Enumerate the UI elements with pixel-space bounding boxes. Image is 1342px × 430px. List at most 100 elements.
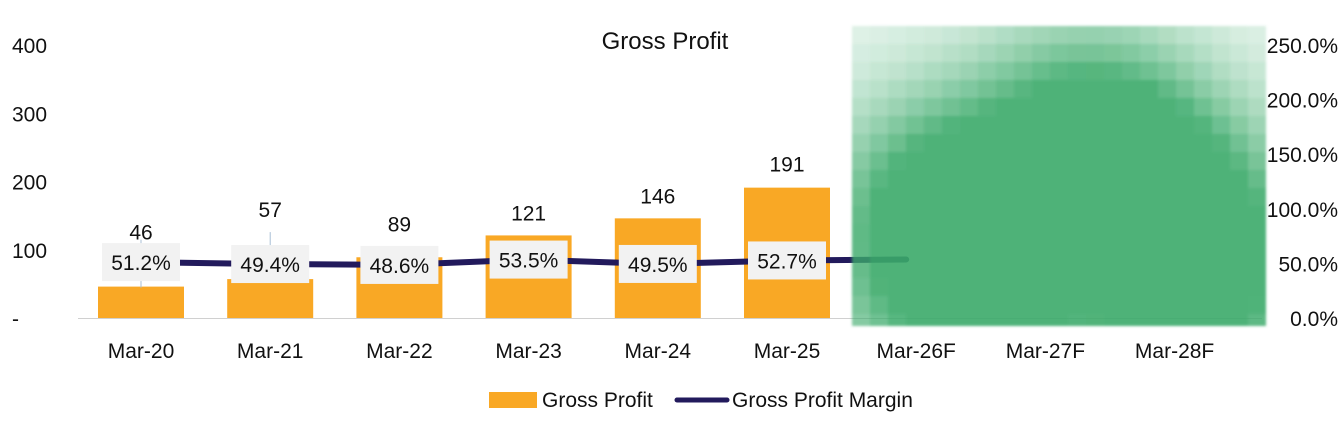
obscure-cell	[1086, 44, 1104, 62]
obscure-cell	[960, 134, 978, 152]
obscure-cell	[870, 62, 888, 80]
legend: Gross Profit Gross Profit Margin	[489, 389, 913, 412]
obscure-cell	[1212, 44, 1230, 62]
obscure-cell	[1248, 206, 1266, 224]
obscure-cell	[1032, 116, 1050, 134]
obscure-cell	[1176, 80, 1194, 98]
obscure-cell	[1176, 26, 1194, 44]
obscure-cell	[960, 26, 978, 44]
obscure-cell	[996, 278, 1014, 296]
obscure-cell	[1212, 314, 1230, 326]
obscure-cell	[1068, 224, 1086, 242]
obscure-cell	[1032, 314, 1050, 326]
obscure-cell	[942, 152, 960, 170]
obscure-cell	[1212, 98, 1230, 116]
obscure-cell	[1104, 152, 1122, 170]
obscure-cell	[1014, 314, 1032, 326]
obscure-cell	[1140, 44, 1158, 62]
obscure-cell	[978, 296, 996, 314]
obscure-cell	[906, 278, 924, 296]
obscure-cell	[1140, 206, 1158, 224]
obscure-cell	[978, 170, 996, 188]
obscure-cell	[978, 224, 996, 242]
obscure-cell	[870, 188, 888, 206]
obscure-cell	[870, 152, 888, 170]
obscure-cell	[996, 188, 1014, 206]
obscure-cell	[978, 62, 996, 80]
obscure-cell	[870, 278, 888, 296]
obscure-cell	[1176, 134, 1194, 152]
obscure-cell	[1032, 224, 1050, 242]
obscure-cell	[1122, 224, 1140, 242]
obscure-cell	[942, 26, 960, 44]
obscure-cell	[1248, 26, 1266, 44]
obscure-cell	[906, 296, 924, 314]
x-tick-label-mar-25: Mar-25	[754, 340, 821, 363]
margin-label-box-mar-25	[748, 241, 826, 280]
obscure-cell	[1158, 206, 1176, 224]
obscure-cell	[1050, 278, 1068, 296]
obscure-cell	[1050, 152, 1068, 170]
obscure-cell	[888, 224, 906, 242]
obscure-cell	[1014, 188, 1032, 206]
obscure-cell	[978, 80, 996, 98]
obscure-cell	[1122, 170, 1140, 188]
obscure-cell	[996, 152, 1014, 170]
obscure-cell	[870, 80, 888, 98]
obscure-cell	[1140, 152, 1158, 170]
chart-title: Gross Profit	[602, 28, 729, 55]
margin-label-box-mar-24	[618, 244, 697, 283]
obscure-cell	[1032, 152, 1050, 170]
obscure-cell	[888, 152, 906, 170]
obscure-cell	[1176, 98, 1194, 116]
obscure-cell	[1014, 80, 1032, 98]
obscure-cell	[1014, 206, 1032, 224]
obscure-cell	[1248, 296, 1266, 314]
obscure-cell	[1014, 224, 1032, 242]
obscure-cell	[1104, 170, 1122, 188]
obscure-cell	[1176, 242, 1194, 260]
obscure-cell	[852, 170, 870, 188]
obscure-cell	[1050, 260, 1068, 278]
obscure-cell	[1176, 314, 1194, 326]
obscure-cell	[978, 188, 996, 206]
obscure-cell	[1194, 224, 1212, 242]
x-tick-label-mar-22: Mar-22	[366, 340, 433, 363]
obscure-cell	[888, 98, 906, 116]
obscure-cell	[1050, 26, 1068, 44]
obscure-cell	[1158, 188, 1176, 206]
obscure-cell	[1104, 80, 1122, 98]
obscure-cell	[1086, 170, 1104, 188]
obscure-cell	[870, 170, 888, 188]
obscure-cell	[1122, 80, 1140, 98]
obscure-cell	[1122, 152, 1140, 170]
obscure-cell	[1104, 62, 1122, 80]
margin-value-label-mar-20: 51.2%	[111, 252, 171, 275]
obscure-cell	[1176, 152, 1194, 170]
obscure-cell	[870, 26, 888, 44]
obscure-cell	[1248, 170, 1266, 188]
obscure-mosaic	[852, 26, 1266, 326]
obscure-cell	[1122, 116, 1140, 134]
obscure-cell	[888, 242, 906, 260]
obscure-cell	[1230, 296, 1248, 314]
obscure-cell	[1032, 134, 1050, 152]
obscure-cell	[996, 98, 1014, 116]
obscure-cell	[852, 116, 870, 134]
obscure-cell	[1158, 62, 1176, 80]
obscure-cell	[1014, 44, 1032, 62]
obscure-cell	[1104, 278, 1122, 296]
obscure-cell	[1014, 26, 1032, 44]
bar-series	[98, 187, 830, 318]
obscure-cell	[852, 242, 870, 260]
obscure-cell	[1158, 296, 1176, 314]
margin-value-label-mar-21: 49.4%	[240, 254, 300, 277]
obscure-cell	[1032, 278, 1050, 296]
obscure-cell	[1140, 296, 1158, 314]
obscure-cell	[1086, 242, 1104, 260]
obscure-cell	[1158, 26, 1176, 44]
obscure-cell	[1068, 260, 1086, 278]
obscure-cell	[1140, 242, 1158, 260]
obscure-cell	[1104, 44, 1122, 62]
obscure-cell	[1086, 152, 1104, 170]
